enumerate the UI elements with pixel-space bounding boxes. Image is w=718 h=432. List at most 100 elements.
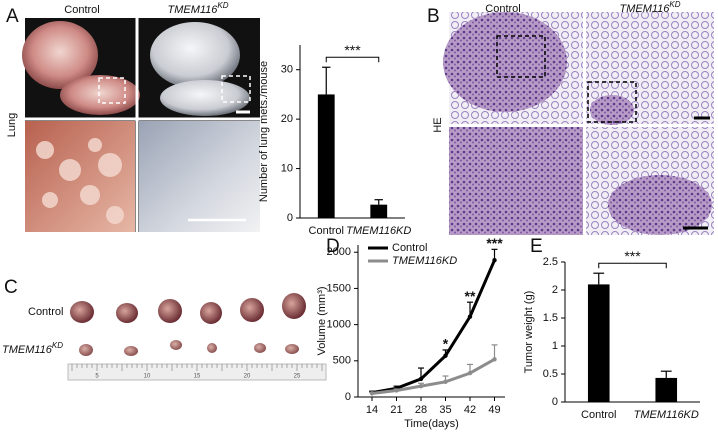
panel-label: E [530, 236, 543, 257]
y-tick-label: 0 [552, 396, 558, 408]
ruler-ticks: 5 10 15 20 25 [71, 364, 323, 380]
y-tick-label: 1 [552, 340, 558, 352]
y-tick-label: 500 [333, 355, 351, 367]
point [467, 370, 473, 376]
lung-photo [22, 21, 98, 89]
panel-label: D [326, 236, 340, 257]
group-label: Control [485, 3, 520, 15]
x-tick-label: 35 [439, 404, 451, 416]
bar [587, 284, 610, 402]
y-tick-label: 1000 [327, 319, 351, 331]
bar [655, 377, 678, 402]
tumor [200, 302, 222, 324]
x-tick-label: 21 [390, 404, 402, 416]
panel-a-photos [22, 18, 260, 232]
histology-photo [590, 95, 634, 125]
x-axis-label: Time(days) [404, 418, 459, 430]
y-tick-label: 0.5 [543, 368, 558, 380]
legend-label: Control [392, 242, 427, 254]
zoom-box [98, 77, 126, 104]
significance-label: *** [624, 248, 641, 264]
y-tick-label: 10 [281, 162, 293, 174]
significance-label: *** [486, 235, 503, 251]
y-tick-label: 2000 [327, 246, 351, 258]
tumor [116, 303, 138, 323]
series-line [371, 358, 496, 395]
point [369, 391, 375, 396]
tumor [124, 346, 138, 356]
zoom-box [496, 35, 546, 78]
zoom-box [587, 81, 637, 123]
gene-superscript: KD [669, 0, 680, 9]
lung-photo [150, 22, 240, 88]
point [394, 388, 399, 393]
group-label: Control [64, 4, 99, 16]
x-tick-label: 14 [366, 404, 378, 416]
ruler-label: 10 [144, 374, 151, 380]
significance-label: ** [465, 288, 476, 304]
row-label: HE [432, 117, 444, 132]
gene-name: TMEM116 [619, 3, 670, 15]
tumor [207, 343, 217, 353]
y-axis-label: Tumor weight (g) [523, 291, 535, 374]
ruler-label: 25 [294, 374, 301, 380]
y-tick-label: 2 [552, 284, 558, 296]
x-tick-label: 28 [415, 404, 427, 416]
y-tick-label: 20 [281, 113, 293, 125]
ruler-label: 15 [194, 374, 201, 380]
group-label: TMEM116KD [167, 1, 228, 16]
tumor [254, 343, 266, 353]
tumor [285, 344, 299, 354]
zoom-box [221, 75, 251, 103]
group-label: TMEM116KD [619, 0, 680, 15]
tumor [282, 293, 306, 319]
point [443, 379, 448, 384]
x-tick-label: TMEM116KD [634, 409, 699, 421]
y-tick-label: 0 [287, 212, 293, 224]
y-tick-label: 1.5 [543, 312, 558, 324]
legend-label: TMEM116KD [392, 255, 457, 267]
tumor [240, 298, 264, 322]
significance-bracket [325, 56, 380, 63]
tumor [79, 344, 93, 356]
gene-name: TMEM116 [167, 4, 218, 16]
x-tick-label: Control [581, 409, 616, 421]
closeup-photo [139, 121, 260, 232]
x-tick-label: TMEM116KD [346, 225, 411, 237]
panel-b-photos [443, 12, 714, 235]
histology-photo [449, 127, 583, 235]
y-tick-label: 30 [281, 64, 293, 76]
lung-photo [60, 75, 140, 115]
ruler-label: 5 [95, 374, 99, 380]
y-axis-label: Number of lung mets./mouse [258, 61, 270, 202]
x-tick-label: 42 [464, 404, 476, 416]
significance-label: *** [344, 42, 361, 58]
bar [317, 94, 335, 218]
group-label: Control [28, 306, 63, 318]
series-line [371, 259, 496, 395]
panel-label: A [6, 6, 19, 27]
group-label: TMEM116KD [2, 341, 63, 356]
ruler-label: 20 [244, 374, 251, 380]
point [492, 357, 497, 362]
point [492, 258, 497, 263]
y-axis-label: Volume (mm³) [316, 286, 328, 355]
histology-photo [608, 175, 712, 235]
y-tick-label: 1500 [327, 282, 351, 294]
gene-superscript: KD [217, 1, 228, 10]
panel-label: C [4, 277, 18, 298]
y-tick-label: 0 [345, 391, 351, 403]
point [443, 353, 448, 358]
significance-label: * [443, 336, 449, 352]
point [418, 376, 424, 382]
significance-bracket [598, 262, 667, 269]
tumor [70, 301, 94, 323]
panel-label: B [427, 6, 440, 27]
y-tick-label: 2.5 [543, 256, 558, 268]
gene-superscript: KD [52, 341, 63, 350]
point [418, 383, 424, 389]
tumor [170, 340, 182, 350]
bar [370, 204, 388, 218]
x-tick-label: 49 [488, 404, 500, 416]
